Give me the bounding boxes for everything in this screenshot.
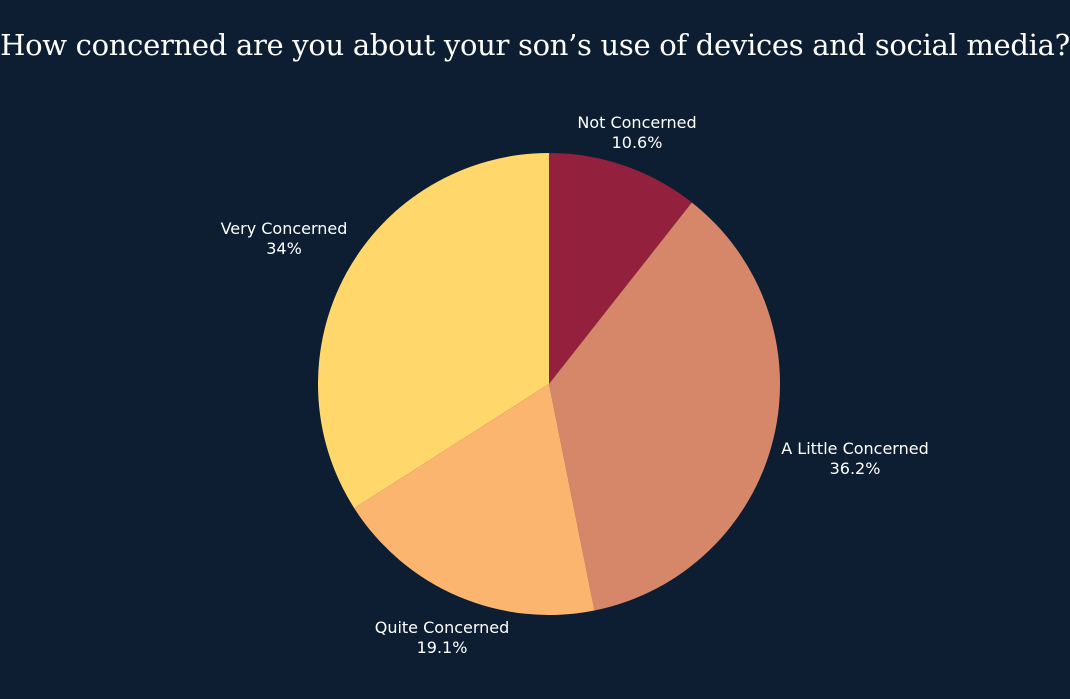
chart-title: How concerned are you about your son’s u…	[0, 28, 1070, 62]
pie-slice-very-concerned	[318, 153, 549, 509]
pie-slice-a-little-concerned	[549, 202, 780, 611]
slice-value-a-little-concerned: 36.2%	[830, 459, 881, 478]
slice-label-not-concerned: Not Concerned	[577, 113, 696, 132]
pie-slices	[318, 153, 780, 615]
slice-value-not-concerned: 10.6%	[612, 133, 663, 152]
slice-label-quite-concerned: Quite Concerned	[375, 618, 510, 637]
pie-slice-quite-concerned	[354, 384, 595, 615]
slice-value-quite-concerned: 19.1%	[417, 638, 468, 657]
pie-slice-not-concerned	[549, 153, 692, 384]
slice-label-very-concerned: Very Concerned	[221, 219, 348, 238]
slice-label-a-little-concerned: A Little Concerned	[781, 439, 929, 458]
slice-value-very-concerned: 34%	[266, 239, 302, 258]
